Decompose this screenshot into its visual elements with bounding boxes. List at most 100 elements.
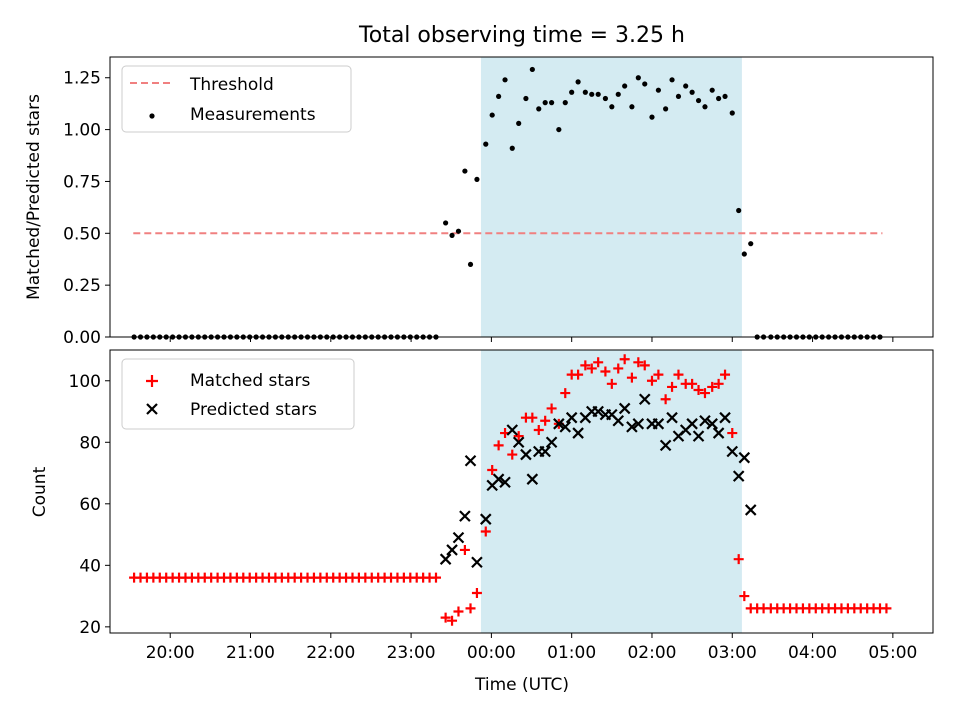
predicted-stars-point <box>499 476 511 489</box>
matched-stars-point <box>527 412 538 423</box>
measurements-point <box>595 91 601 97</box>
counts-legend-box <box>121 358 355 430</box>
matched-stars-point <box>465 603 476 614</box>
predicted-stars-point <box>726 445 739 458</box>
measurements-point <box>556 126 562 133</box>
matched-stars-point <box>646 375 657 386</box>
matched-stars-point <box>693 384 704 395</box>
counts-shaded-region <box>480 350 742 633</box>
predicted-stars-point <box>459 510 471 522</box>
measurements-legend-swatch <box>149 113 155 119</box>
matched-stars-point <box>480 526 491 537</box>
matched-stars-point <box>440 612 451 623</box>
counts-y-tick-label: 80 <box>79 433 101 453</box>
measurements-point <box>615 91 621 97</box>
x-tick-label: 22:00 <box>306 643 355 663</box>
x-axis-label: Time (UTC) <box>474 675 569 695</box>
matched-stars-point <box>626 372 637 383</box>
counts-y-tick-label: 100 <box>69 372 101 392</box>
predicted-stars-point <box>659 439 672 452</box>
measurements-point <box>695 97 702 104</box>
measurements-point <box>489 112 495 118</box>
measurements-point <box>529 66 535 73</box>
matched-stars-point <box>586 363 597 374</box>
predicted-stars-point <box>666 411 678 424</box>
measurements-point <box>509 145 515 151</box>
predicted-stars-point <box>712 427 725 439</box>
matched-stars-point <box>687 378 698 389</box>
predicted-stars-point <box>699 414 711 427</box>
measurements-point <box>455 228 462 234</box>
x-tick-label: 21:00 <box>226 643 275 663</box>
matched-stars-point <box>593 357 604 368</box>
predicted-stars-point <box>439 553 452 565</box>
predicted-stars-point <box>744 504 757 516</box>
measurements-point <box>474 176 480 182</box>
predicted-stars-point <box>520 448 532 461</box>
x-tick-label: 04:00 <box>788 643 837 663</box>
matched-stars-point <box>600 366 611 377</box>
measurements-point <box>663 106 669 112</box>
matched-stars-point <box>453 606 464 617</box>
measurements-point <box>542 100 548 106</box>
predicted-stars-point <box>565 411 578 424</box>
predicted-stars-point <box>592 405 604 418</box>
counts-legend: Matched stars Predicted stars <box>121 358 355 430</box>
matched-stars-point <box>487 464 498 475</box>
counts-series <box>129 354 892 626</box>
predicted-stars-point <box>545 436 558 449</box>
matched-stars-point <box>493 440 504 451</box>
matched-stars-point <box>533 424 544 435</box>
measurements-point <box>629 104 635 110</box>
x-tick-label: 00:00 <box>467 643 516 663</box>
matched-stars-point <box>573 369 584 380</box>
measurements-point <box>622 83 628 89</box>
ratio-y-tick-label: 0.25 <box>63 276 101 296</box>
matched-stars-point <box>430 572 441 583</box>
predicted-stars-point <box>559 421 572 433</box>
predicted-stars-point <box>452 531 465 544</box>
counts-y-tick-label: 60 <box>79 495 101 515</box>
measurements-point <box>443 220 449 226</box>
measurements-point <box>709 87 715 93</box>
measurements-point <box>729 110 735 116</box>
matched-stars-point <box>713 378 724 389</box>
matched-stars-point <box>660 394 671 405</box>
predicted-stars-point <box>526 473 539 485</box>
ratio-shaded-region <box>480 57 742 337</box>
matched-stars-point <box>459 544 470 555</box>
predicted-stars-point <box>626 421 638 433</box>
x-tick-label: 05:00 <box>868 643 917 663</box>
ratio-observing-window <box>480 57 742 337</box>
ratio-panel-frame <box>109 56 934 338</box>
measurements-point <box>467 261 474 268</box>
matched-stars-point <box>613 363 624 374</box>
measurements-point <box>536 106 542 112</box>
matched-stars-point <box>673 369 684 380</box>
predicted-stars-point <box>638 393 651 405</box>
matched-stars-point <box>633 357 644 368</box>
ratio-panel: 0.00 0.25 0.50 0.75 1.00 1.25 Matched/Predict… <box>24 56 934 348</box>
ratio-y-ticks: 0.00 0.25 0.50 0.75 1.00 1.25 <box>63 69 110 348</box>
measurements-point <box>569 89 575 95</box>
predicted-stars-point <box>446 544 458 556</box>
measurements-point <box>683 83 689 89</box>
measurements-point <box>575 79 581 85</box>
predicted-stars-point <box>686 418 698 430</box>
ratio-y-tick-label: 0.00 <box>63 328 101 348</box>
counts-panel: 20 40 60 80 100 20:00 21:00 22:00 23:00 00:00 01:… <box>30 349 934 695</box>
measurements-point <box>582 89 588 95</box>
matched-stars-point <box>540 415 551 426</box>
x-tick-label: 23:00 <box>387 643 436 663</box>
measurements-point <box>562 100 568 106</box>
predicted-stars-point <box>618 402 631 415</box>
predicted-stars-point <box>553 418 565 430</box>
counts-y-tick-label: 20 <box>79 618 101 638</box>
measurements-point <box>589 91 595 97</box>
counts-y-tick-label: 40 <box>79 556 101 576</box>
matched-stars-point <box>471 588 482 599</box>
chart-title: Total observing time = 3.25 h <box>358 23 685 48</box>
predicted-stars-point <box>612 414 625 427</box>
ratio-x-ticks <box>169 337 894 342</box>
